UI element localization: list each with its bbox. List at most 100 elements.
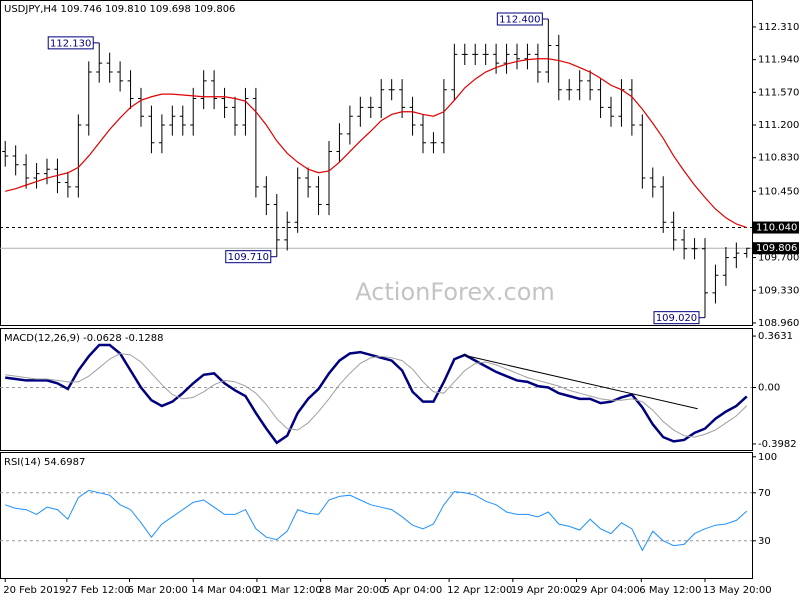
x-tick-label: 19 Apr 20:00 — [511, 585, 576, 596]
ohlc-bar — [660, 176, 667, 233]
annotation-box — [496, 12, 543, 26]
watermark: ActionForex.com — [355, 278, 555, 306]
ohlc-bar — [263, 176, 270, 216]
y-tick-label: 112.310 — [758, 22, 799, 33]
ohlc-bar — [85, 61, 92, 136]
x-tick-label: 27 Feb 12:00 — [65, 585, 131, 596]
ohlc-bar — [148, 105, 155, 154]
y-tick-label: 109.330 — [758, 285, 799, 296]
ohlc-bar — [743, 247, 750, 258]
x-tick-label: 14 Mar 04:00 — [191, 585, 258, 596]
ohlc-bar — [440, 79, 447, 154]
ohlc-bar — [670, 211, 677, 251]
ohlc-bar — [242, 87, 249, 136]
ohlc-bar — [158, 114, 165, 154]
ohlc-bar — [597, 79, 604, 118]
y-tick-label: 111.200 — [758, 120, 799, 131]
ohlc-bar — [545, 18, 552, 83]
ohlc-bar — [639, 114, 646, 189]
ohlc-bar — [566, 79, 573, 101]
ohlc-bar — [12, 145, 19, 176]
y-tick-label: 30 — [758, 536, 771, 547]
series-line — [5, 489, 748, 552]
panel-title: RSI(14) 54.6987 — [4, 457, 85, 468]
ohlc-bar — [138, 87, 144, 127]
ohlc-bar — [409, 96, 416, 136]
level-label: 110.040 — [756, 223, 797, 234]
ohlc-bar — [482, 43, 489, 65]
annotation-label: 112.400 — [499, 14, 540, 25]
ohlc-bar — [608, 96, 614, 127]
ohlc-bar — [117, 61, 124, 92]
ohlc-bar — [576, 70, 583, 101]
ohlc-bar — [33, 163, 40, 189]
ohlc-bar — [75, 114, 82, 198]
y-tick-label: 0.3631 — [758, 331, 793, 342]
ohlc-bar — [106, 52, 113, 83]
ohlc-bar — [367, 96, 374, 118]
ohlc-bar — [628, 79, 635, 136]
ohlc-bar — [514, 43, 520, 70]
x-tick-label: 6 May 12:00 — [639, 585, 701, 596]
ohlc-bar — [273, 193, 280, 257]
y-tick-label: 109.700 — [758, 253, 799, 264]
ohlc-bar — [712, 264, 719, 304]
ohlc-bar — [702, 238, 708, 318]
annotation-box — [47, 36, 94, 50]
level-label-box — [753, 221, 799, 234]
series-line — [5, 352, 748, 438]
ohlc-bar — [587, 70, 594, 101]
ohlc-bar — [649, 167, 656, 198]
annotation-box — [225, 250, 272, 264]
ohlc-bar — [294, 167, 301, 233]
ohlc-bar — [357, 96, 364, 127]
ohlc-bar — [305, 167, 312, 198]
ohlc-bar — [722, 246, 729, 286]
ohlc-bar — [127, 70, 134, 110]
ohlc-bar — [326, 140, 332, 216]
ohlc-bar — [681, 229, 688, 260]
x-tick-label: 5 Apr 04:00 — [383, 585, 442, 596]
ohlc-bar — [44, 158, 50, 185]
level-label-box — [753, 242, 799, 255]
annotation-label: 109.710 — [228, 252, 269, 263]
panel-frame — [0, 452, 753, 579]
ohlc-bar — [169, 105, 176, 136]
ohlc-bar — [524, 43, 531, 70]
annotation-label: 109.020 — [656, 313, 697, 324]
ohlc-bar — [733, 242, 740, 269]
ohlc-bar — [503, 43, 510, 74]
annotation-label: 112.130 — [50, 38, 91, 49]
ohlc-bar — [451, 43, 458, 101]
ohlc-bar — [420, 114, 426, 154]
ohlc-bar — [284, 211, 291, 251]
ohlc-bar — [23, 154, 30, 189]
ohlc-bar — [211, 70, 218, 110]
ohlc-bar — [346, 105, 353, 145]
trendline — [462, 354, 698, 410]
y-tick-label: 0.00 — [758, 383, 780, 394]
ohlc-bar — [64, 171, 71, 198]
y-tick-label: 111.940 — [758, 55, 799, 66]
y-tick-label: 111.570 — [758, 87, 799, 98]
annotation-box — [653, 311, 700, 325]
ohlc-bar — [461, 43, 468, 65]
ohlc-bar — [472, 43, 479, 65]
ohlc-bar — [2, 140, 9, 167]
panel-title: MACD(12,26,9) -0.0628 -0.1288 — [4, 333, 164, 344]
panel-frame — [0, 0, 753, 326]
panel-title: USDJPY,H4 109.746 109.810 109.698 109.80… — [4, 4, 235, 15]
y-tick-label: -0.3982 — [758, 439, 797, 450]
ohlc-bar — [534, 43, 541, 83]
ohlc-bar — [493, 43, 500, 74]
ohlc-bar — [430, 132, 437, 154]
ohlc-bar — [96, 42, 103, 83]
panel-frame — [0, 328, 753, 451]
level-label: 109.806 — [756, 243, 797, 254]
x-tick-label: 6 Mar 20:00 — [128, 585, 188, 596]
ohlc-bar — [200, 70, 207, 110]
ohlc-bar — [252, 87, 259, 198]
ohlc-bar — [336, 123, 343, 163]
series-line — [5, 58, 747, 229]
